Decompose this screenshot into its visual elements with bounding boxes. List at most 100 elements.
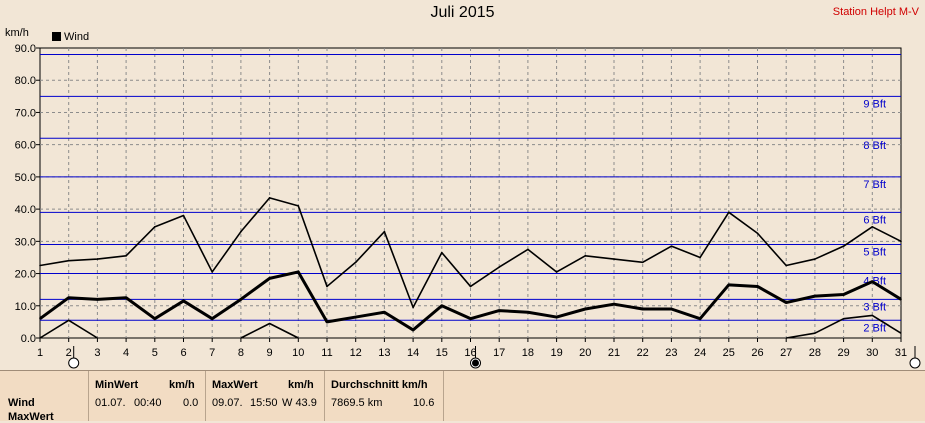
data-point-max	[670, 245, 673, 247]
max-date: 09.07.	[212, 397, 243, 409]
x-tick-label: 30	[866, 347, 878, 359]
data-point-max	[326, 285, 328, 288]
avg-distance: 7869.5 km	[331, 397, 383, 409]
data-point-avg	[39, 317, 41, 320]
data-point-max	[67, 259, 70, 262]
data-point-avg	[785, 301, 787, 304]
legend-swatch	[52, 32, 61, 41]
min-date: 01.07.	[95, 397, 126, 409]
data-point-avg	[641, 308, 644, 310]
data-point-avg	[469, 317, 472, 320]
data-point-max	[555, 271, 558, 273]
data-point-avg	[871, 280, 874, 283]
data-point-max	[613, 258, 615, 260]
data-point-max	[900, 240, 902, 243]
y-tick-label: 70.0	[15, 107, 36, 119]
data-point-max	[354, 261, 357, 264]
beaufort-label: 7 Bft	[863, 179, 886, 191]
y-tick-label: 30.0	[15, 236, 36, 248]
x-tick-label: 22	[637, 347, 649, 359]
x-tick-label: 17	[493, 347, 505, 359]
max-value: W 43.9	[282, 397, 317, 409]
x-tick-label: 27	[780, 347, 792, 359]
avg-value-cell: Durchschnitt km/h 7869.5 km 10.6	[324, 371, 444, 421]
data-point-avg	[613, 303, 615, 305]
data-point-avg	[555, 316, 558, 318]
y-tick-label: 20.0	[15, 269, 36, 281]
x-tick-label: 25	[723, 347, 735, 359]
data-point-max	[756, 232, 759, 235]
x-tick-label: 11	[321, 347, 332, 359]
x-tick-label: 16	[464, 347, 476, 359]
avg-value: 10.6	[413, 397, 435, 409]
max-header: MaxWert	[212, 379, 258, 391]
x-tick-label: 7	[209, 347, 215, 359]
x-tick-label: 24	[694, 347, 706, 359]
data-point-avg	[154, 317, 156, 320]
data-point-max	[469, 285, 472, 288]
series-line-min	[39, 319, 98, 339]
avg-header: Durchschnitt km/h	[331, 379, 428, 391]
data-point-max	[297, 205, 300, 207]
beaufort-label: 8 Bft	[863, 140, 886, 152]
data-point-avg	[125, 296, 127, 299]
x-tick-label: 14	[407, 347, 419, 359]
data-point-avg	[814, 295, 816, 297]
x-tick-label: 19	[550, 347, 562, 359]
data-point-max	[125, 255, 127, 257]
data-point-avg	[383, 311, 386, 314]
min-header: MinWert	[95, 379, 139, 391]
x-tick-label: 2	[66, 347, 72, 359]
data-point-avg	[699, 317, 701, 320]
data-point-max	[728, 211, 730, 214]
max-time: 15:50	[250, 397, 278, 409]
data-point-avg	[441, 304, 443, 307]
data-point-avg	[527, 311, 529, 314]
max-value-cell: MaxWert km/h 09.07. 15:50 W 43.9	[205, 371, 324, 421]
data-point-max	[641, 261, 644, 264]
y-tick-label: 10.0	[15, 301, 36, 313]
data-point-max	[182, 214, 185, 217]
data-point-avg	[67, 296, 70, 299]
data-point-avg	[326, 321, 328, 323]
stats-panel: Wind MaxWert MinWert km/h 01.07. 00:40 0…	[0, 370, 925, 423]
data-point-max	[268, 197, 271, 199]
chart-legend: Wind	[52, 31, 89, 43]
y-tick-label: 0.0	[21, 333, 36, 345]
x-tick-label: 15	[436, 347, 448, 359]
x-tick-label: 29	[837, 347, 849, 359]
data-point-max	[584, 255, 587, 257]
x-tick-label: 28	[809, 347, 821, 359]
min-value-cell: MinWert km/h 01.07. 00:40 0.0	[88, 371, 205, 421]
x-tick-label: 10	[292, 347, 304, 359]
data-point-avg	[756, 285, 759, 288]
data-point-max	[814, 258, 816, 260]
data-point-max	[154, 226, 156, 228]
x-tick-label: 4	[123, 347, 129, 359]
min-unit: km/h	[169, 379, 195, 391]
data-point-max	[527, 248, 529, 251]
x-tick-label: 9	[267, 347, 273, 359]
data-point-max	[96, 258, 99, 260]
y-tick-label: 60.0	[15, 140, 36, 152]
chart-title: Juli 2015	[430, 4, 495, 21]
data-point-avg	[297, 271, 300, 273]
station-name: Station Helpt M-V	[832, 6, 919, 18]
min-value: 0.0	[183, 397, 199, 409]
x-tick-label: 26	[751, 347, 763, 359]
data-point-max	[871, 226, 874, 228]
data-point-avg	[412, 329, 414, 331]
data-point-avg	[584, 308, 587, 310]
beaufort-label: 2 Bft	[863, 322, 886, 334]
max-unit: km/h	[288, 379, 314, 391]
x-tick-label: 3	[94, 347, 100, 359]
data-point-max	[39, 264, 41, 267]
data-point-max	[383, 230, 386, 233]
data-point-max	[699, 256, 701, 259]
legend-label-wind: Wind	[64, 31, 90, 43]
x-tick-label: 5	[152, 347, 158, 359]
x-tick-label: 6	[180, 347, 186, 359]
data-point-max	[211, 271, 213, 273]
marker-open-circle	[68, 357, 80, 369]
x-tick-label: 13	[378, 347, 390, 359]
